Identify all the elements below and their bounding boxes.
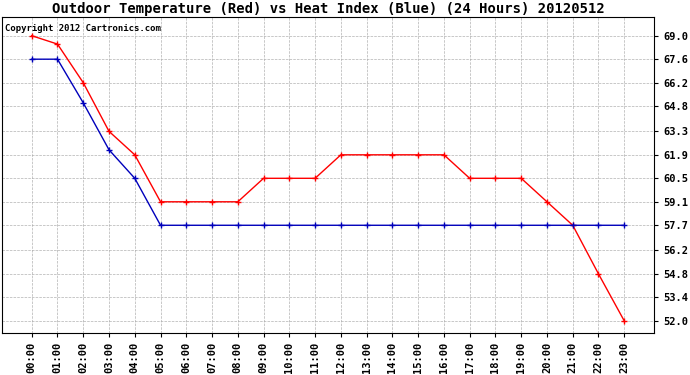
Title: Outdoor Temperature (Red) vs Heat Index (Blue) (24 Hours) 20120512: Outdoor Temperature (Red) vs Heat Index … (52, 2, 604, 16)
Text: Copyright 2012 Cartronics.com: Copyright 2012 Cartronics.com (6, 24, 161, 33)
